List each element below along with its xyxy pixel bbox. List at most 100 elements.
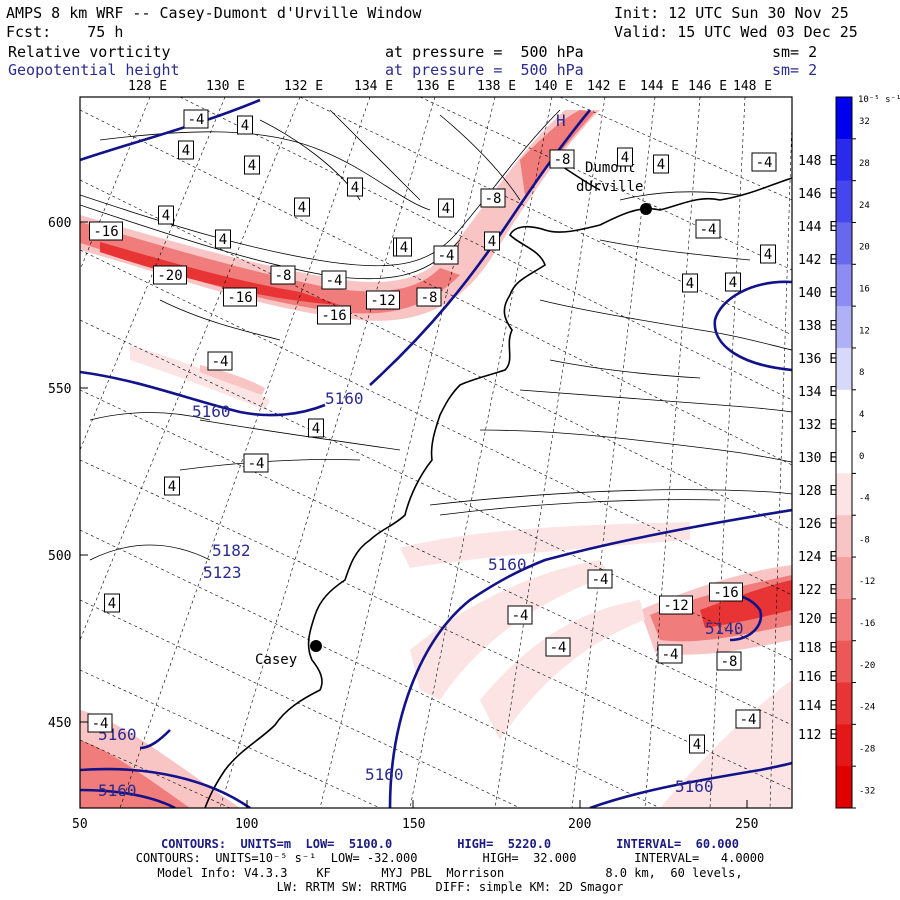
colorbar-label: 8 <box>859 368 864 378</box>
right-lon-label: 136 E <box>798 352 837 367</box>
vorticity-label: -4 <box>740 712 757 728</box>
vorticity-label: 4 <box>686 276 694 292</box>
vorticity-label-box: 4 <box>237 115 253 135</box>
vorticity-label: 4 <box>182 143 190 159</box>
colorbar-frame <box>835 96 853 809</box>
vorticity-label-box: 4 <box>347 177 363 197</box>
y-tick-label: 600 <box>48 216 71 231</box>
vorticity-label-box: -8 <box>416 287 442 307</box>
vorticity-label: 4 <box>657 157 665 173</box>
colorbar-segment <box>836 640 852 684</box>
vorticity-label: -8 <box>421 290 438 306</box>
vorticity-label-box: -12 <box>366 290 400 310</box>
vorticity-label-box: 4 <box>294 197 310 217</box>
vorticity-label: 4 <box>729 275 737 291</box>
vorticity-label-box: 4 <box>760 244 776 264</box>
vorticity-label-box: -4 <box>735 709 761 729</box>
vorticity-label-box: -16 <box>317 305 351 325</box>
vorticity-label-box: -8 <box>716 651 742 671</box>
lon-label: 134 E <box>354 79 393 94</box>
colorbar-label: -32 <box>859 786 875 796</box>
colorbar-label: 16 <box>859 284 870 294</box>
y-tick-label: 450 <box>48 716 71 731</box>
right-lon-label: 138 E <box>798 319 837 334</box>
lon-label: 146 E <box>688 79 727 94</box>
vorticity-label: -16 <box>93 224 118 240</box>
right-lon-label: 128 E <box>798 484 837 499</box>
vorticity-label: -16 <box>227 290 252 306</box>
colorbar-label: -8 <box>859 535 870 545</box>
vorticity-label-box: 4 <box>244 155 260 175</box>
vorticity-label-box: -8 <box>270 265 296 285</box>
right-lon-label: 144 E <box>798 220 837 235</box>
vorticity-label: 4 <box>621 150 629 166</box>
init-time: Init: 12 UTC Sun 30 Nov 25 <box>614 4 849 22</box>
right-lon-label: 148 E <box>798 154 837 169</box>
vorticity-label: -4 <box>212 354 229 370</box>
colorbar-segment <box>836 222 852 265</box>
x-tick-label: 50 <box>72 817 88 832</box>
vorticity-label-box: 4 <box>689 734 705 754</box>
vorticity-label-box: 4 <box>438 198 454 218</box>
vorticity-label-box: -16 <box>709 582 743 602</box>
casey-label: Casey <box>255 652 297 668</box>
vorticity-label: 4 <box>162 208 170 224</box>
vorticity-label-box: 4 <box>104 593 120 613</box>
map-title: AMPS 8 km WRF -- Casey-Dumont d'Urville … <box>6 4 422 22</box>
vorticity-label: 4 <box>219 232 227 248</box>
right-lon-label: 132 E <box>798 418 837 433</box>
colorbar-label: 0 <box>859 452 864 462</box>
vorticity-label-box: -8 <box>480 188 506 208</box>
colorbar-label: -28 <box>859 745 875 755</box>
vorticity-label-box: -4 <box>207 351 233 371</box>
map-frame <box>79 96 793 809</box>
colorbar-unit: 10⁻⁵ s⁻¹ <box>858 95 900 105</box>
vorticity-label: -16 <box>321 308 346 324</box>
vorticity-label: -4 <box>550 640 567 656</box>
y-tick-label: 500 <box>48 549 71 564</box>
vorticity-label: -4 <box>438 248 455 264</box>
height-label: 5160 <box>488 555 527 574</box>
durville-label: dUrville <box>576 179 643 195</box>
colorbar-segment <box>836 515 852 558</box>
vorticity-label: 4 <box>298 200 306 216</box>
lon-label: 142 E <box>587 79 626 94</box>
colorbar-label: -24 <box>859 703 875 713</box>
lon-label: 138 E <box>477 79 516 94</box>
vorticity-label: -8 <box>485 191 502 207</box>
casey-station-marker <box>310 640 322 652</box>
vorticity-label-box: 4 <box>396 237 412 257</box>
right-lon-label: 118 E <box>798 641 837 656</box>
right-lon-label: 120 E <box>798 612 837 627</box>
height-label: 5160 <box>365 765 404 784</box>
vorticity-label: -4 <box>248 456 265 472</box>
vorticity-label-box: -16 <box>223 287 257 307</box>
vorticity-label: -4 <box>326 273 343 289</box>
vorticity-label: -12 <box>663 598 688 614</box>
x-tick-label: 100 <box>235 817 258 832</box>
vorticity-label-box: -4 <box>183 109 209 129</box>
right-lon-label: 116 E <box>798 670 837 685</box>
vorticity-label-box: -4 <box>751 152 777 172</box>
colorbar-segment <box>836 724 852 767</box>
vorticity-label-box: -8 <box>549 149 575 169</box>
colorbar-segment <box>836 180 852 223</box>
colorbar-segment <box>836 306 852 349</box>
vorticity-labels: -4 4 4 4 4 4 4 4 4 4 -16 -20 -16 -8 -4 -12 -16 -8 -8 -8 -4 4 4… <box>87 109 777 754</box>
colorbar-label: 20 <box>859 243 870 253</box>
vorticity-label-box: -16 <box>89 221 123 241</box>
height-labels: 5160516051605160516051605160514051235182… <box>98 111 744 800</box>
valid-time: Valid: 15 UTC Wed 03 Dec 25 <box>614 23 858 41</box>
lon-label: 130 E <box>206 79 245 94</box>
vorticity-label-box: -4 <box>321 270 347 290</box>
lon-label: 140 E <box>534 79 573 94</box>
colorbar-segment <box>836 431 852 474</box>
vorticity-label: -4 <box>662 647 679 663</box>
vorticity-label-box: -4 <box>587 569 613 589</box>
vorticity-label-box: -4 <box>433 245 459 265</box>
vorticity-label-box: 4 <box>682 273 698 293</box>
colorbar-label: 12 <box>859 326 870 336</box>
vorticity-label: 4 <box>488 234 496 250</box>
places: Casey Dumont dUrville <box>255 160 652 668</box>
vorticity-label: -8 <box>721 654 738 670</box>
